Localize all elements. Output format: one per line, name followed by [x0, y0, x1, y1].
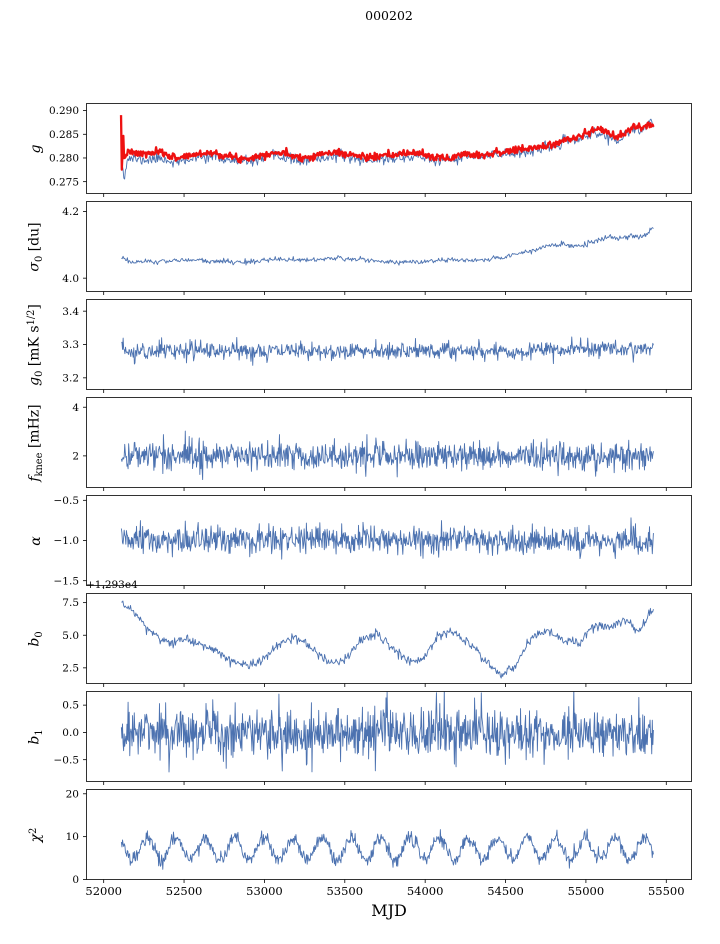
y-tick-label: 0.275 [49, 176, 79, 188]
y-axis-label-segment: g [26, 376, 43, 386]
y-tick-label: 10 [66, 831, 79, 843]
y-axis-label-segment: 2 [27, 827, 39, 834]
plot-area-g0: 3.2 3.3 3.4 [62, 299, 692, 393]
y-axis-label-segment: b [26, 735, 43, 745]
plot-area-sigma0: 4.0 4.2 [62, 201, 692, 295]
plot-area-b0: 2.5 5.0 7.5 [62, 593, 692, 687]
axes-frame [86, 397, 692, 488]
x-tick-label: 52000 [85, 884, 122, 898]
axes-frame [86, 495, 692, 586]
y-tick-label: 2 [72, 450, 79, 462]
x-tick-label: 53000 [246, 884, 283, 898]
y-axis-label-segment: f [26, 475, 43, 482]
axes-frame [86, 789, 692, 880]
y-axis-label-segment: 0 [33, 630, 45, 638]
y-axis-label-segment: ] [26, 303, 43, 310]
y-axis-label-segment: [du] [26, 221, 43, 256]
y-tick-label: 4 [72, 402, 79, 414]
subplot-stack: g 0.275 0.280 0.285 0.290 σ0 [du] 4.0 4.2 g0 [mK… [0, 103, 720, 898]
x-axis-label: MJD [371, 901, 407, 920]
x-tick-label: 54500 [487, 884, 524, 898]
y-tick-label: 0.0 [62, 727, 79, 739]
y-axis-label-alpha: α [28, 535, 44, 546]
plot-area-g: 0.275 0.280 0.285 0.290 [49, 103, 692, 197]
y-tick-label: 0.285 [49, 129, 79, 141]
y-axis-label-segment: 1 [33, 728, 45, 736]
g-series-blue [120, 118, 654, 180]
y-axis-label-sigma0: σ0 [du] [26, 221, 45, 272]
plot-area-chi2: 0 10 20 52000 52500 53000 53500 54000 54500 55000… [66, 788, 692, 898]
b0-series [121, 600, 654, 679]
y-tick-label: 0 [72, 874, 79, 886]
y-tick-label: 0.290 [49, 105, 79, 117]
y-axis-label-segment: 0 [33, 255, 45, 262]
subplot-sigma0: σ0 [du] 4.0 4.2 [0, 201, 720, 295]
plot-area-fknee: 24 [72, 397, 692, 491]
fknee-series [120, 430, 654, 481]
y-tick-label: 3.3 [62, 339, 79, 351]
y-axis-label-segment: α [28, 535, 44, 546]
y-axis-label-segment: [mK s [26, 324, 43, 371]
chi2-series [120, 828, 654, 870]
plot-area-b1: −0.5 0.0 0.5 [54, 691, 692, 785]
y-tick-label: 0.5 [62, 700, 79, 712]
y-tick-label: 3.4 [62, 306, 79, 318]
x-tick-label: 52500 [166, 884, 203, 898]
axes-frame [86, 691, 692, 782]
y-tick-label: 2.5 [62, 662, 79, 674]
figure-title: 000202 [365, 8, 413, 23]
plot-area-alpha: −1.5 −1.0 −0.5 [54, 495, 692, 589]
axes-frame [86, 299, 692, 390]
alpha-series [120, 517, 654, 560]
y-axis-label-segment: χ [28, 833, 45, 842]
g-series-red [119, 115, 655, 171]
y-tick-label: −1.0 [54, 535, 80, 547]
y-tick-label: 7.5 [62, 597, 79, 609]
b1-series [120, 691, 654, 773]
y-axis-offset-text: +1.293e4 [86, 579, 138, 591]
subplot-g: g 0.275 0.280 0.285 0.290 [0, 103, 720, 197]
y-axis-label-chi2: χ2 [27, 827, 45, 842]
subplot-g0: g0 [mK s1/2] 3.2 3.3 3.4 [0, 299, 720, 393]
x-tick-label: 54000 [407, 884, 444, 898]
y-axis-label-fknee: fknee [mHz] [26, 403, 45, 482]
y-axis-label-segment: knee [33, 452, 45, 476]
y-tick-label: −0.5 [54, 754, 80, 766]
y-axis-label-segment: [mHz] [26, 403, 43, 453]
x-tick-label: 55500 [648, 884, 685, 898]
y-axis-label-g0: g0 [mK s1/2] [26, 303, 46, 386]
y-axis-label-segment: 0 [34, 370, 46, 377]
y-tick-label: 3.2 [62, 372, 79, 384]
axes-frame [86, 201, 692, 292]
y-axis-label-segment: b [26, 637, 43, 647]
axes-frame [86, 103, 692, 194]
subplot-chi2: χ2 0 10 20 52000 52500 53000 53500 54000 54500 550… [0, 788, 720, 898]
axes-frame [86, 593, 692, 684]
y-axis-label-b0: b0 [26, 630, 45, 647]
g0-series [121, 336, 654, 366]
y-tick-label: −0.5 [54, 495, 80, 507]
subplot-b1: b1 −0.5 0.0 0.5 [0, 691, 720, 785]
y-tick-label: 0.280 [49, 153, 79, 165]
x-tick-label: 53500 [326, 884, 363, 898]
y-axis-label-g: g [28, 144, 44, 153]
y-tick-label: 20 [66, 788, 79, 800]
y-tick-label: 5.0 [62, 630, 79, 642]
y-axis-label-segment: 1/2 [26, 309, 38, 325]
subplot-fknee: fknee [mHz] 2 4 [0, 397, 720, 491]
y-axis-label-b1: b1 [26, 728, 45, 745]
y-axis-label-segment: σ [26, 261, 43, 272]
y-tick-label: −1.5 [54, 575, 80, 587]
y-tick-label: 4.2 [62, 206, 79, 218]
y-axis-label-segment: g [28, 144, 44, 153]
sigma0-series [121, 227, 654, 266]
subplot-b0: b0 +1.293e4 2.5 5.0 7.5 [0, 579, 720, 687]
subplot-alpha: α −1.5 −1.0 −0.5 [0, 495, 720, 589]
y-tick-label: 4.0 [62, 273, 79, 285]
x-tick-label: 55000 [568, 884, 605, 898]
